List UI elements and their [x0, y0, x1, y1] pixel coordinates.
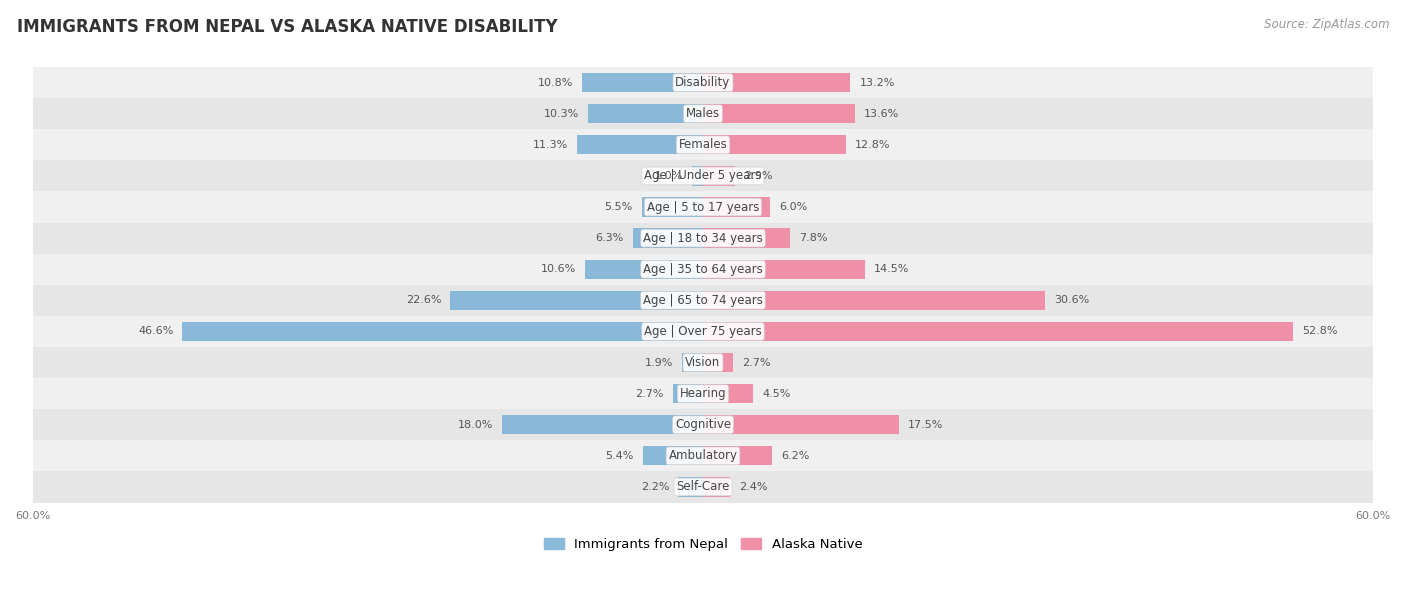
Text: 2.7%: 2.7%	[636, 389, 664, 398]
Bar	[703, 446, 772, 466]
Text: 6.2%: 6.2%	[782, 451, 810, 461]
Bar	[703, 384, 754, 403]
Text: Cognitive: Cognitive	[675, 418, 731, 431]
Text: 13.6%: 13.6%	[863, 109, 900, 119]
Text: 2.7%: 2.7%	[742, 357, 770, 368]
Text: Age | 18 to 34 years: Age | 18 to 34 years	[643, 231, 763, 245]
Text: 5.5%: 5.5%	[605, 202, 633, 212]
Text: Vision: Vision	[685, 356, 721, 369]
Text: Disability: Disability	[675, 76, 731, 89]
Bar	[692, 166, 703, 185]
Bar	[32, 129, 1374, 160]
Text: 1.9%: 1.9%	[644, 357, 673, 368]
Text: Source: ZipAtlas.com: Source: ZipAtlas.com	[1264, 18, 1389, 31]
Text: 52.8%: 52.8%	[1302, 326, 1337, 337]
Bar	[679, 477, 703, 496]
Bar	[32, 316, 1374, 347]
Legend: Immigrants from Nepal, Alaska Native: Immigrants from Nepal, Alaska Native	[538, 533, 868, 556]
Bar	[703, 104, 855, 124]
Bar	[703, 415, 898, 435]
Bar	[641, 198, 703, 217]
Bar	[32, 471, 1374, 502]
Text: 22.6%: 22.6%	[406, 296, 441, 305]
Bar	[633, 228, 703, 248]
Text: 6.3%: 6.3%	[595, 233, 624, 243]
Text: Age | Over 75 years: Age | Over 75 years	[644, 325, 762, 338]
Bar	[588, 104, 703, 124]
Text: IMMIGRANTS FROM NEPAL VS ALASKA NATIVE DISABILITY: IMMIGRANTS FROM NEPAL VS ALASKA NATIVE D…	[17, 18, 558, 36]
Text: 2.9%: 2.9%	[744, 171, 773, 181]
Bar	[32, 192, 1374, 223]
Text: Females: Females	[679, 138, 727, 151]
Text: 6.0%: 6.0%	[779, 202, 807, 212]
Bar	[32, 347, 1374, 378]
Text: 7.8%: 7.8%	[799, 233, 828, 243]
Text: Ambulatory: Ambulatory	[668, 449, 738, 462]
Bar	[576, 135, 703, 154]
Text: Age | Under 5 years: Age | Under 5 years	[644, 170, 762, 182]
Text: 10.3%: 10.3%	[544, 109, 579, 119]
Text: 30.6%: 30.6%	[1054, 296, 1090, 305]
Text: Age | 5 to 17 years: Age | 5 to 17 years	[647, 201, 759, 214]
Text: 14.5%: 14.5%	[875, 264, 910, 274]
Bar	[703, 353, 733, 372]
Text: Self-Care: Self-Care	[676, 480, 730, 493]
Bar	[703, 166, 735, 185]
Bar	[502, 415, 703, 435]
Bar	[32, 254, 1374, 285]
Bar	[183, 322, 703, 341]
Bar	[585, 259, 703, 279]
Text: Age | 35 to 64 years: Age | 35 to 64 years	[643, 263, 763, 276]
Text: 13.2%: 13.2%	[859, 78, 894, 88]
Bar	[32, 67, 1374, 98]
Bar	[32, 223, 1374, 254]
Text: 5.4%: 5.4%	[606, 451, 634, 461]
Bar	[703, 135, 846, 154]
Bar	[32, 378, 1374, 409]
Bar	[450, 291, 703, 310]
Bar	[703, 477, 730, 496]
Text: 1.0%: 1.0%	[655, 171, 683, 181]
Text: 4.5%: 4.5%	[762, 389, 790, 398]
Bar	[32, 160, 1374, 192]
Bar	[703, 291, 1045, 310]
Bar	[32, 440, 1374, 471]
Text: 46.6%: 46.6%	[138, 326, 173, 337]
Bar	[643, 446, 703, 466]
Text: Age | 65 to 74 years: Age | 65 to 74 years	[643, 294, 763, 307]
Bar	[582, 73, 703, 92]
Bar	[703, 73, 851, 92]
Text: Males: Males	[686, 107, 720, 120]
Text: Hearing: Hearing	[679, 387, 727, 400]
Text: 18.0%: 18.0%	[457, 420, 494, 430]
Bar	[703, 322, 1294, 341]
Text: 10.6%: 10.6%	[540, 264, 575, 274]
Bar	[682, 353, 703, 372]
Text: 2.2%: 2.2%	[641, 482, 669, 492]
Text: 12.8%: 12.8%	[855, 140, 890, 150]
Bar	[32, 285, 1374, 316]
Bar	[703, 228, 790, 248]
Bar	[703, 259, 865, 279]
Bar	[673, 384, 703, 403]
Text: 11.3%: 11.3%	[533, 140, 568, 150]
Bar	[32, 98, 1374, 129]
Bar	[703, 198, 770, 217]
Bar	[32, 409, 1374, 440]
Text: 2.4%: 2.4%	[738, 482, 768, 492]
Text: 10.8%: 10.8%	[538, 78, 574, 88]
Text: 17.5%: 17.5%	[907, 420, 943, 430]
